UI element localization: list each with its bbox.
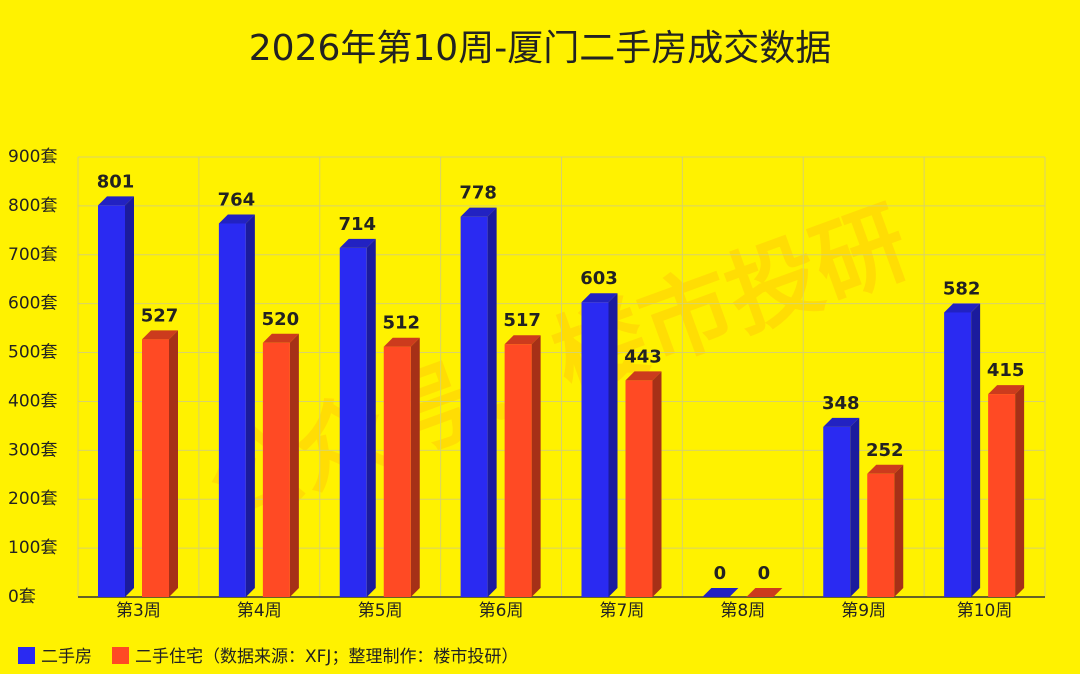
value-label: 582 (943, 278, 981, 299)
bar-top (383, 337, 420, 347)
bar-side (245, 214, 255, 597)
bar (988, 394, 1016, 597)
y-tick-label: 100套 (8, 538, 57, 558)
value-label: 778 (459, 183, 497, 204)
bar (867, 473, 895, 597)
value-label: 603 (580, 268, 618, 289)
bar-side (894, 464, 904, 597)
bar (581, 302, 609, 597)
bar (625, 380, 653, 597)
bar-top (988, 385, 1025, 395)
legend-label: 二手房 (41, 647, 92, 667)
x-tick-label: 第3周 (116, 601, 161, 621)
bar-top (339, 238, 376, 248)
bar-side (410, 337, 420, 597)
legend-swatch (112, 647, 129, 664)
x-tick-label: 第5周 (358, 601, 403, 621)
bar (142, 339, 169, 597)
bar-side (125, 196, 134, 597)
value-label: 0 (714, 563, 727, 584)
y-tick-label: 800套 (8, 196, 57, 216)
bar (460, 216, 488, 597)
bar-top (504, 335, 541, 345)
value-label: 801 (97, 171, 135, 192)
value-label: 512 (382, 313, 420, 334)
legend-swatch (18, 647, 35, 664)
y-tick-label: 400套 (8, 391, 57, 411)
value-label: 527 (141, 305, 179, 326)
bar-top (218, 214, 255, 224)
value-label: 252 (866, 440, 904, 461)
y-tick-label: 600套 (8, 294, 57, 314)
value-label: 517 (503, 310, 541, 331)
bar-side (850, 417, 860, 597)
bar-top (867, 464, 904, 474)
x-tick-label: 第7周 (600, 601, 645, 621)
value-label: 714 (338, 214, 376, 235)
bar-top (625, 371, 662, 381)
bar-side (487, 207, 497, 597)
y-tick-label: 300套 (8, 440, 57, 460)
x-tick-label: 第10周 (957, 601, 1013, 621)
bar-side (652, 371, 662, 597)
y-tick-label: 200套 (8, 489, 57, 509)
bar-side (366, 238, 376, 597)
bar-top (262, 333, 299, 343)
bar-top (142, 330, 178, 340)
bar-top (823, 417, 860, 427)
y-tick-label: 500套 (8, 343, 57, 363)
bar-side (608, 293, 618, 597)
legend-label: 二手住宅 (135, 647, 203, 667)
value-label: 415 (987, 360, 1025, 381)
value-label: 764 (218, 189, 256, 210)
bar-side (169, 330, 178, 597)
bar-top (746, 588, 783, 597)
bar (504, 344, 532, 597)
value-label: 520 (262, 309, 300, 330)
bar-side (1015, 385, 1025, 597)
legend-note: （数据来源：XFJ；整理制作：楼市投研） (203, 647, 518, 667)
bar-top (460, 207, 497, 217)
value-label: 348 (822, 393, 860, 414)
value-label: 443 (624, 346, 662, 367)
bar-top (581, 293, 618, 303)
x-tick-label: 第4周 (237, 601, 282, 621)
y-tick-label: 900套 (8, 147, 57, 167)
bar-side (289, 333, 299, 597)
bar (98, 205, 125, 597)
bar (944, 312, 972, 597)
bar-top (702, 588, 739, 597)
bar-top (944, 303, 981, 313)
bar (823, 426, 851, 597)
bar (218, 223, 246, 597)
bar (383, 346, 411, 597)
chart-title: 2026年第10周-厦门二手房成交数据 (249, 28, 831, 69)
value-label: 0 (758, 563, 771, 584)
x-tick-label: 第8周 (720, 601, 765, 621)
bar-side (531, 335, 541, 597)
bar-side (971, 303, 981, 597)
y-tick-label: 0套 (8, 587, 36, 607)
y-tick-label: 700套 (8, 245, 57, 265)
x-tick-label: 第6周 (479, 601, 524, 621)
bar-top (98, 196, 134, 206)
x-tick-label: 第9周 (841, 601, 886, 621)
bar (262, 342, 290, 597)
bar (339, 247, 367, 597)
